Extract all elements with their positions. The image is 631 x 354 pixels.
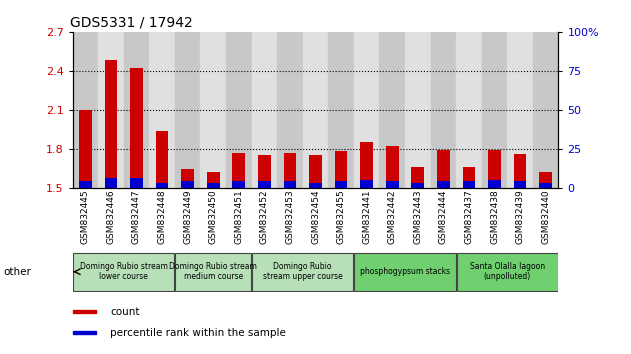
Bar [156, 183, 168, 188]
Bar [73, 32, 98, 188]
Text: phosphogypsum stacks: phosphogypsum stacks [360, 267, 450, 276]
Bar [386, 181, 399, 188]
Text: GSM832438: GSM832438 [490, 189, 499, 244]
Bar [354, 32, 379, 188]
Text: GSM832441: GSM832441 [362, 189, 371, 244]
Text: GSM832440: GSM832440 [541, 189, 550, 244]
Text: GSM832454: GSM832454 [311, 189, 320, 244]
Bar [105, 178, 117, 188]
Bar [130, 68, 143, 188]
FancyBboxPatch shape [355, 252, 456, 291]
Bar [507, 32, 533, 188]
Bar [201, 32, 226, 188]
Text: GSM832447: GSM832447 [132, 189, 141, 244]
Bar [463, 167, 475, 188]
Bar [514, 181, 526, 188]
Text: Domingo Rubio stream
lower course: Domingo Rubio stream lower course [80, 262, 168, 281]
Text: GSM832450: GSM832450 [209, 189, 218, 244]
Bar [360, 180, 373, 188]
Bar [175, 32, 201, 188]
Text: GSM832444: GSM832444 [439, 189, 448, 244]
Bar [360, 142, 373, 188]
FancyBboxPatch shape [175, 252, 251, 291]
Bar [79, 110, 91, 188]
Bar [252, 32, 277, 188]
Bar [258, 155, 271, 188]
Bar [379, 32, 405, 188]
Bar [150, 32, 175, 188]
Text: GSM832455: GSM832455 [336, 189, 346, 244]
Bar [334, 151, 348, 188]
Text: Santa Olalla lagoon
(unpolluted): Santa Olalla lagoon (unpolluted) [469, 262, 545, 281]
Bar [309, 183, 322, 188]
Text: GSM832442: GSM832442 [387, 189, 397, 244]
Text: GSM832453: GSM832453 [285, 189, 295, 244]
Text: GSM832443: GSM832443 [413, 189, 422, 244]
Bar [73, 310, 96, 313]
Bar [258, 181, 271, 188]
Text: GSM832439: GSM832439 [516, 189, 524, 244]
Text: GSM832445: GSM832445 [81, 189, 90, 244]
Bar [386, 146, 399, 188]
Bar [309, 155, 322, 188]
FancyBboxPatch shape [252, 252, 353, 291]
Bar [540, 183, 552, 188]
Bar [156, 131, 168, 188]
Text: other: other [3, 267, 31, 277]
Bar [411, 183, 424, 188]
Bar [303, 32, 328, 188]
Text: count: count [110, 307, 140, 316]
Bar [73, 331, 96, 335]
Bar [481, 32, 507, 188]
Bar [514, 154, 526, 188]
Text: Domingo Rubio
stream upper course: Domingo Rubio stream upper course [263, 262, 343, 281]
Bar [437, 181, 450, 188]
Bar [283, 153, 297, 188]
Text: GSM832446: GSM832446 [107, 189, 115, 244]
Bar [411, 167, 424, 188]
Bar [488, 180, 501, 188]
Bar [334, 181, 348, 188]
Text: GSM832437: GSM832437 [464, 189, 473, 244]
Bar [540, 172, 552, 188]
Bar [207, 172, 220, 188]
Bar [430, 32, 456, 188]
Text: GSM832451: GSM832451 [234, 189, 244, 244]
Bar [283, 181, 297, 188]
FancyBboxPatch shape [457, 252, 558, 291]
Bar [226, 32, 252, 188]
Bar [181, 181, 194, 188]
Bar [130, 178, 143, 188]
Bar [105, 61, 117, 188]
Bar [405, 32, 430, 188]
Bar [232, 181, 245, 188]
Text: Domingo Rubio stream
medium course: Domingo Rubio stream medium course [169, 262, 257, 281]
Text: percentile rank within the sample: percentile rank within the sample [110, 328, 286, 338]
Bar [181, 170, 194, 188]
Bar [533, 32, 558, 188]
Bar [98, 32, 124, 188]
Text: GDS5331 / 17942: GDS5331 / 17942 [70, 15, 193, 29]
Bar [207, 183, 220, 188]
Bar [463, 181, 475, 188]
Bar [232, 153, 245, 188]
Bar [277, 32, 303, 188]
Bar [328, 32, 354, 188]
Bar [488, 150, 501, 188]
Text: GSM832449: GSM832449 [183, 189, 192, 244]
Text: GSM832452: GSM832452 [260, 189, 269, 244]
Bar [437, 150, 450, 188]
FancyBboxPatch shape [73, 252, 174, 291]
Bar [79, 181, 91, 188]
Text: GSM832448: GSM832448 [158, 189, 167, 244]
Bar [124, 32, 150, 188]
Bar [456, 32, 481, 188]
